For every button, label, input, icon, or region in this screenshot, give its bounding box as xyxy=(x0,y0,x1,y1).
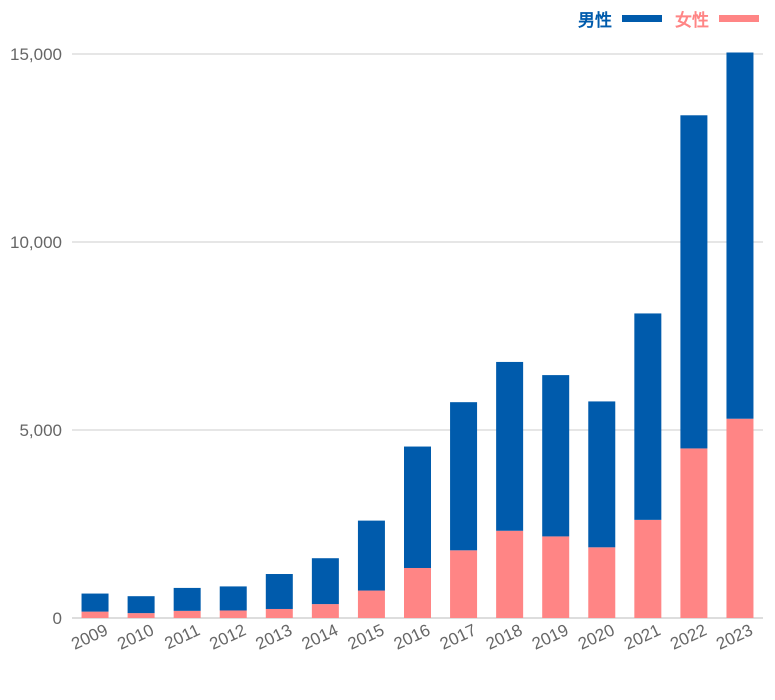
x-tick-label: 2017 xyxy=(437,620,479,653)
y-tick-label: 15,000 xyxy=(10,45,62,64)
bar-male-2015 xyxy=(357,520,385,591)
bars xyxy=(81,52,754,618)
bar-female-2013 xyxy=(265,608,293,618)
x-tick-label: 2020 xyxy=(575,620,617,653)
bar-male-2011 xyxy=(173,587,201,611)
x-tick-label: 2015 xyxy=(345,620,387,653)
x-tick-label: 2014 xyxy=(299,620,341,653)
legend-label-female: 女性 xyxy=(675,10,709,31)
x-tick-label: 2018 xyxy=(483,620,525,653)
legend: 男性 女性 xyxy=(578,10,759,31)
bar-female-2015 xyxy=(357,590,385,618)
bar-female-2016 xyxy=(404,567,431,618)
bar-male-2017 xyxy=(450,402,478,551)
y-tick-label: 5,000 xyxy=(19,421,62,440)
x-tick-label: 2021 xyxy=(621,620,663,653)
x-tick-label: 2012 xyxy=(207,620,249,653)
x-tick-label: 2011 xyxy=(162,620,203,653)
x-tick-label: 2019 xyxy=(529,620,571,653)
bar-female-2022 xyxy=(680,448,708,618)
bar-male-2019 xyxy=(542,375,570,537)
bar-female-2023 xyxy=(726,418,754,618)
bar-male-2022 xyxy=(680,115,708,449)
x-tick-label: 2022 xyxy=(667,620,709,653)
bar-male-2020 xyxy=(588,401,616,548)
bar-female-2014 xyxy=(311,604,339,618)
y-tick-label: 0 xyxy=(53,609,62,628)
bar-male-2010 xyxy=(127,596,155,614)
y-tick-label: 10,000 xyxy=(10,233,62,252)
bar-male-2009 xyxy=(81,593,109,612)
bar-male-2023 xyxy=(726,52,754,419)
bar-female-2020 xyxy=(588,547,616,618)
bar-female-2021 xyxy=(634,519,662,618)
x-tick-label: 2013 xyxy=(253,620,295,653)
x-tick-label: 2016 xyxy=(391,620,433,653)
bar-female-2009 xyxy=(81,611,109,618)
bar-male-2018 xyxy=(496,361,524,531)
x-tick-label: 2009 xyxy=(68,620,110,653)
x-tick-label: 2010 xyxy=(114,620,156,653)
bar-male-2013 xyxy=(265,574,293,609)
bar-male-2014 xyxy=(311,558,339,605)
bar-female-2019 xyxy=(542,536,570,618)
bar-female-2010 xyxy=(127,613,155,618)
bar-male-2012 xyxy=(219,586,247,611)
legend-swatch-female xyxy=(719,15,759,22)
x-tick-label: 2023 xyxy=(713,620,755,653)
legend-swatch-male xyxy=(622,15,662,22)
bar-female-2012 xyxy=(219,610,247,618)
bar-male-2021 xyxy=(634,313,662,520)
bar-female-2018 xyxy=(496,530,524,618)
bar-male-2016 xyxy=(404,446,431,568)
y-axis-ticks: 0 5,000 10,000 15,000 xyxy=(10,45,62,628)
bar-female-2011 xyxy=(173,610,201,618)
legend-label-male: 男性 xyxy=(578,10,612,31)
x-axis-ticks: 2009 2010 2011 2012 2013 2014 2015 2016 2017 2018… xyxy=(68,620,755,653)
bar-female-2017 xyxy=(450,550,478,618)
